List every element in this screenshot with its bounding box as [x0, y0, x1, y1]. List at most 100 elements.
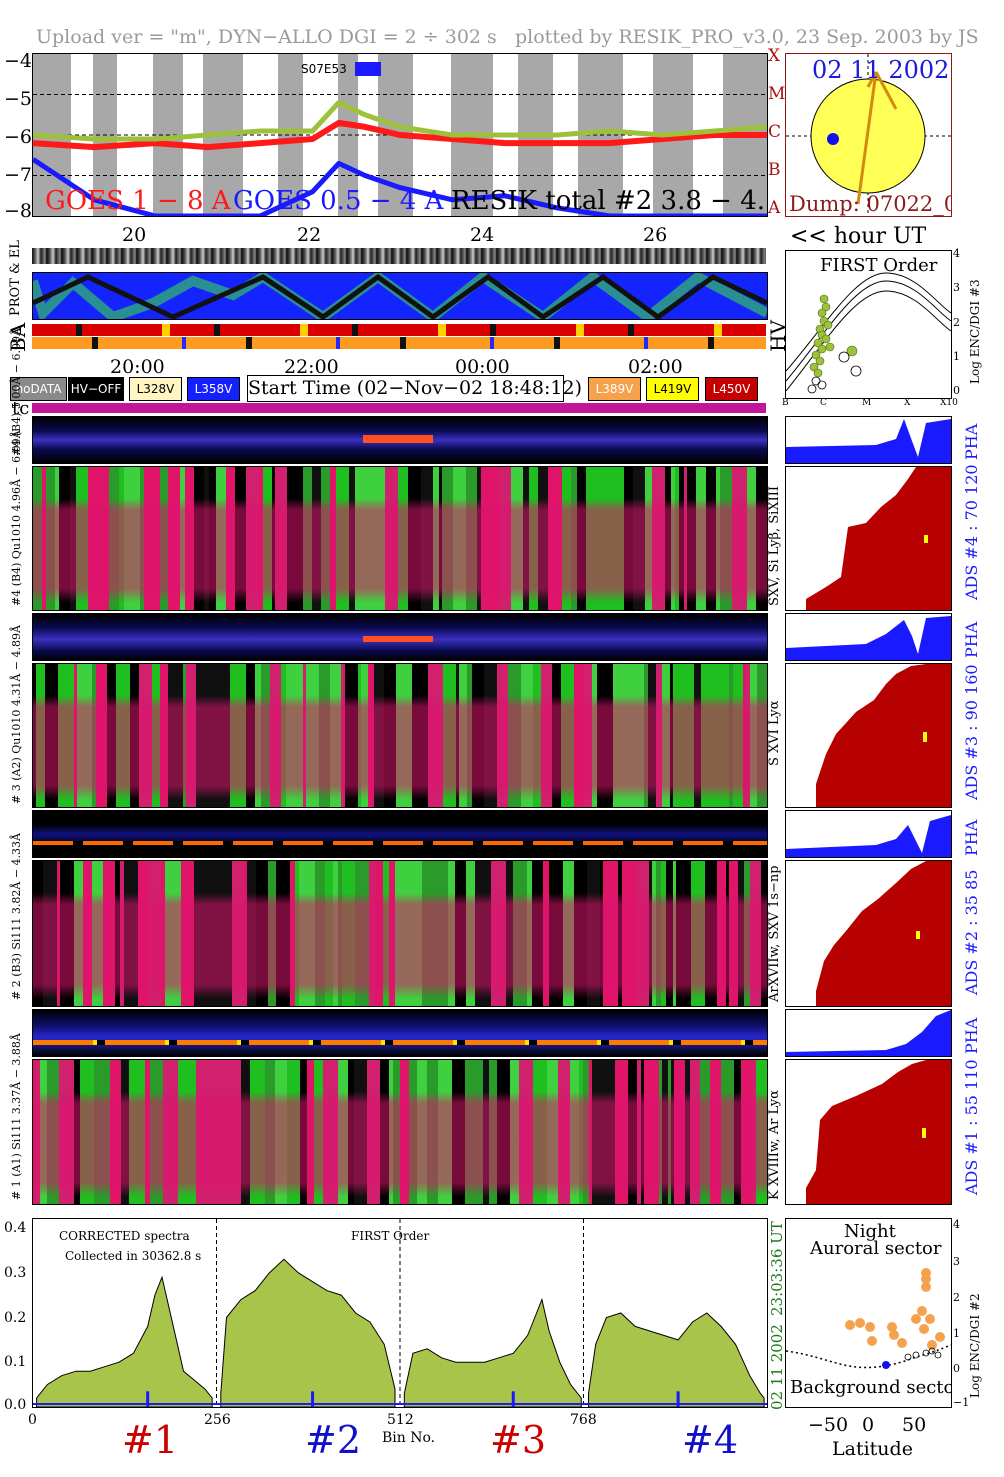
- goes-class-letter: M: [768, 84, 786, 104]
- background-sector-label: Background sector: [790, 1377, 952, 1398]
- spectrum-time-label: 23:03:36 UT: [768, 1221, 786, 1316]
- orbit-zigzag-svg: [33, 273, 767, 319]
- pha-histogram-ch2: [785, 810, 952, 858]
- first-order-ytick: 4: [953, 247, 960, 260]
- auroral-sector-label: Auroral sector: [810, 1238, 942, 1259]
- ads-label: ADS #1 : 55 110: [962, 1059, 981, 1195]
- hour-tick: 24: [470, 224, 495, 246]
- pha-histogram-ch3: [785, 613, 952, 661]
- spectrum-area: [220, 1258, 396, 1407]
- latitude-ytick: 0: [953, 1362, 960, 1375]
- hv-legend-l450v: L450V: [705, 377, 758, 401]
- pha-spectrogram-ch3: [32, 613, 768, 661]
- first-order-panel: FIRST Order: [785, 250, 952, 399]
- goes-class-letter: X: [768, 46, 781, 66]
- hv-legend-l389v: L389V: [588, 377, 641, 401]
- hv-legend-label: L389V: [595, 382, 634, 396]
- channel-lines-label: S XVI Lyα: [767, 700, 782, 766]
- goes-ytick-label: −8: [4, 200, 33, 222]
- dump-label: Dump: 07022_0: [789, 192, 952, 216]
- spectrum-xtick: 768: [570, 1412, 597, 1428]
- hv-legend-label: L328V: [136, 382, 175, 396]
- goes-ytick-label: −7: [4, 164, 33, 186]
- noaa-region-label: S07E53: [301, 62, 347, 76]
- proton-electron-strip: [32, 272, 768, 320]
- first-order-ytick: 3: [953, 281, 960, 294]
- hour-tick: 20: [122, 224, 147, 246]
- latitude-ytick: 3: [953, 1255, 960, 1268]
- collected-label: Collected in 30362.8 s: [65, 1249, 202, 1263]
- goes-class-letter: A: [768, 198, 781, 218]
- eclipse-strip: [32, 248, 766, 264]
- channel-number-label: #1: [122, 1418, 179, 1462]
- ads-histogram-svg: [806, 467, 951, 610]
- start-time-box: Start Time (02−Nov−02 18:48:12): [247, 375, 582, 402]
- spectrum-ytick: 0.2: [4, 1310, 27, 1326]
- pha-word: PHA: [962, 1017, 981, 1054]
- spectrum-area: [36, 1275, 213, 1407]
- time-tick: 00:00: [455, 356, 510, 378]
- latitude-xlabel: Latitude: [832, 1438, 913, 1460]
- first-order-xtick: X: [904, 398, 911, 408]
- hv-legend-l358v: L358V: [187, 377, 240, 401]
- sun-position-panel: 02 11 2002 Dump: 07022_0: [785, 53, 952, 217]
- ads-histogram-svg: [806, 1060, 951, 1204]
- spectrum-ytick: 0.0: [4, 1397, 27, 1413]
- pha-word: PHA: [962, 423, 981, 460]
- pha-histogram-svg: [786, 815, 951, 857]
- hv-legend-l328v: L328V: [129, 377, 182, 401]
- first-order-ytick: 0: [953, 384, 960, 397]
- hv-legend-hv-off: HV−OFF: [68, 377, 124, 401]
- sun-disk-svg: [786, 54, 951, 216]
- channel-lines-label: K XVIIIw, Ar Lyα: [767, 1089, 782, 1200]
- ads-histogram-svg: [816, 664, 951, 807]
- pha-word: PHA: [962, 621, 981, 658]
- spectrum-ytick: 0.1: [4, 1354, 27, 1370]
- goes-class-letter: C: [768, 122, 782, 142]
- first-order-svg: [786, 272, 951, 394]
- spectrum-xtick: 512: [387, 1412, 414, 1428]
- pha-word: PHA: [962, 819, 981, 856]
- first-order-ytick: 1: [953, 350, 960, 363]
- spectrum-first-order-label: FIRST Order: [351, 1229, 430, 1243]
- ads-histogram-ch4: [785, 466, 952, 611]
- ads-label: ADS #2 : 35 85: [962, 869, 981, 995]
- latitude-ylabel: Log ENC/DGI #2: [968, 1293, 982, 1398]
- latitude-xtick: −50: [808, 1414, 849, 1436]
- channel-label: # 3 (A2) Qu1010 4.31Å − 4.89Å: [10, 625, 23, 804]
- pha-histogram-ch4: [785, 416, 952, 464]
- latitude-panel: Night Auroral sector Background sector: [785, 1218, 952, 1408]
- upload-version-text: Upload ver = "m", DYN−ALLO DGI = 2 ÷ 302…: [36, 26, 497, 48]
- channel-number-label: #4: [682, 1418, 739, 1462]
- spectrogram-ch2: [32, 860, 768, 1007]
- ads-histogram-ch1: [785, 1059, 952, 1205]
- latitude-ytick: −1: [953, 1396, 970, 1409]
- first-order-xtick: C: [820, 398, 827, 408]
- hour-tick: 26: [643, 224, 668, 246]
- spectrum-svg: [33, 1219, 767, 1407]
- hv-legend-label: L358V: [194, 382, 233, 396]
- ads-label: ADS #4 : 70 120: [962, 464, 981, 600]
- time-tick: 02:00: [628, 356, 683, 378]
- goes-series-line: [33, 119, 767, 151]
- first-order-title: FIRST Order: [820, 255, 938, 276]
- channel-number-label: #3: [490, 1418, 547, 1462]
- hv-legend-label: HV−OFF: [70, 382, 122, 396]
- sun-date-label: 02 11 2002: [812, 56, 950, 84]
- pha-spectrogram-ch2: [32, 810, 768, 858]
- tc-label: tc: [12, 398, 30, 419]
- hour-tick: 22: [297, 224, 322, 246]
- corrected-spectra-label: CORRECTED spectra: [59, 1229, 190, 1243]
- pha-histogram-svg: [786, 1010, 951, 1056]
- spectrum-xtick: 256: [204, 1412, 231, 1428]
- first-order-ylabel: Log ENC/DGI #3: [968, 279, 982, 384]
- pha-spectrogram-ch1: [32, 1009, 768, 1057]
- spectrum-date-label: 02 11 2002: [768, 1324, 786, 1410]
- first-order-xtick: B: [782, 398, 789, 408]
- spectrum-ytick: 0.4: [4, 1220, 27, 1236]
- latitude-svg: [786, 1268, 951, 1369]
- spectrum-area: [403, 1297, 582, 1407]
- ads-histogram-svg: [816, 861, 951, 1006]
- spectrum-ytick: 0.3: [4, 1265, 27, 1281]
- goes-series-line: [33, 157, 767, 216]
